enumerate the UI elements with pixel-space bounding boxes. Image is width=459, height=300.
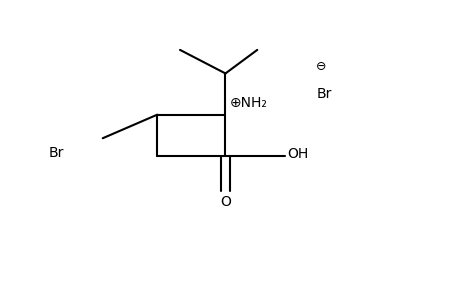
Text: Br: Br <box>316 87 331 101</box>
Text: O: O <box>219 195 230 209</box>
Text: OH: OH <box>286 147 308 161</box>
Text: Br: Br <box>49 146 64 160</box>
Text: ⊕NH₂: ⊕NH₂ <box>230 96 267 110</box>
Text: ⊖: ⊖ <box>315 60 325 73</box>
